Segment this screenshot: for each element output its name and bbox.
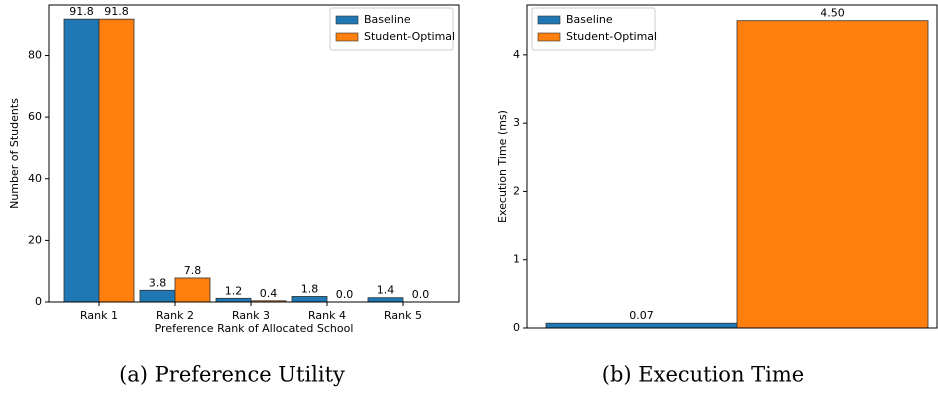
bar [63,18,100,303]
value-label: 1.2 [225,284,243,297]
bar [139,289,176,303]
legend-swatch [537,32,561,42]
x-tick-label: Rank 4 [308,309,346,322]
legend-label: Student-Optimal [566,30,657,43]
x-tick-label: Rank 3 [232,309,270,322]
value-label: 0.4 [260,287,278,300]
x-tick-label: Rank 2 [156,309,194,322]
y-tick-label: 3 [513,116,520,129]
caption: (b) Execution Time [602,363,804,387]
value-label: 4.50 [820,7,845,20]
legend-box [329,7,454,51]
bar [215,297,252,303]
value-label: 91.8 [104,5,129,18]
caption: (a) Preference Utility [119,363,345,387]
x-tick-label: Rank 1 [80,309,118,322]
value-label: 91.8 [69,5,94,18]
y-tick-label: 20 [28,233,42,246]
legend-swatch [537,15,561,25]
y-tick-label: 60 [28,110,42,123]
axes-frame [48,4,460,303]
value-label: 1.4 [377,284,395,297]
bar [98,18,135,303]
value-label: 1.8 [301,282,319,295]
y-tick-label: 2 [513,184,520,197]
y-tick-label: 4 [513,48,520,61]
x-tick-label: Rank 5 [384,309,422,322]
legend-label: Baseline [566,13,613,26]
value-label: 3.8 [149,276,167,289]
y-tick-label: 0 [35,295,42,308]
bar [367,297,404,303]
value-label: 0.07 [629,309,654,322]
y-axis-label: Number of Students [8,98,21,209]
y-axis-label: Execution Time (ms) [496,110,509,223]
legend-box [531,7,656,51]
bar [545,322,738,329]
value-label: 0.0 [336,288,354,301]
y-tick-label: 80 [28,49,42,62]
y-tick-label: 1 [513,253,520,266]
value-label: 7.8 [184,264,202,277]
y-tick-label: 0 [513,321,520,334]
bar [174,277,211,303]
legend-swatch [335,32,359,42]
y-tick-label: 40 [28,172,42,185]
legend-label: Baseline [364,13,411,26]
bar [736,20,929,329]
x-axis-label: Preference Rank of Allocated School [155,322,354,335]
bar [291,296,328,303]
axes-frame [526,4,938,329]
legend-swatch [335,15,359,25]
legend-label: Student-Optimal [364,30,455,43]
value-label: 0.0 [412,288,430,301]
